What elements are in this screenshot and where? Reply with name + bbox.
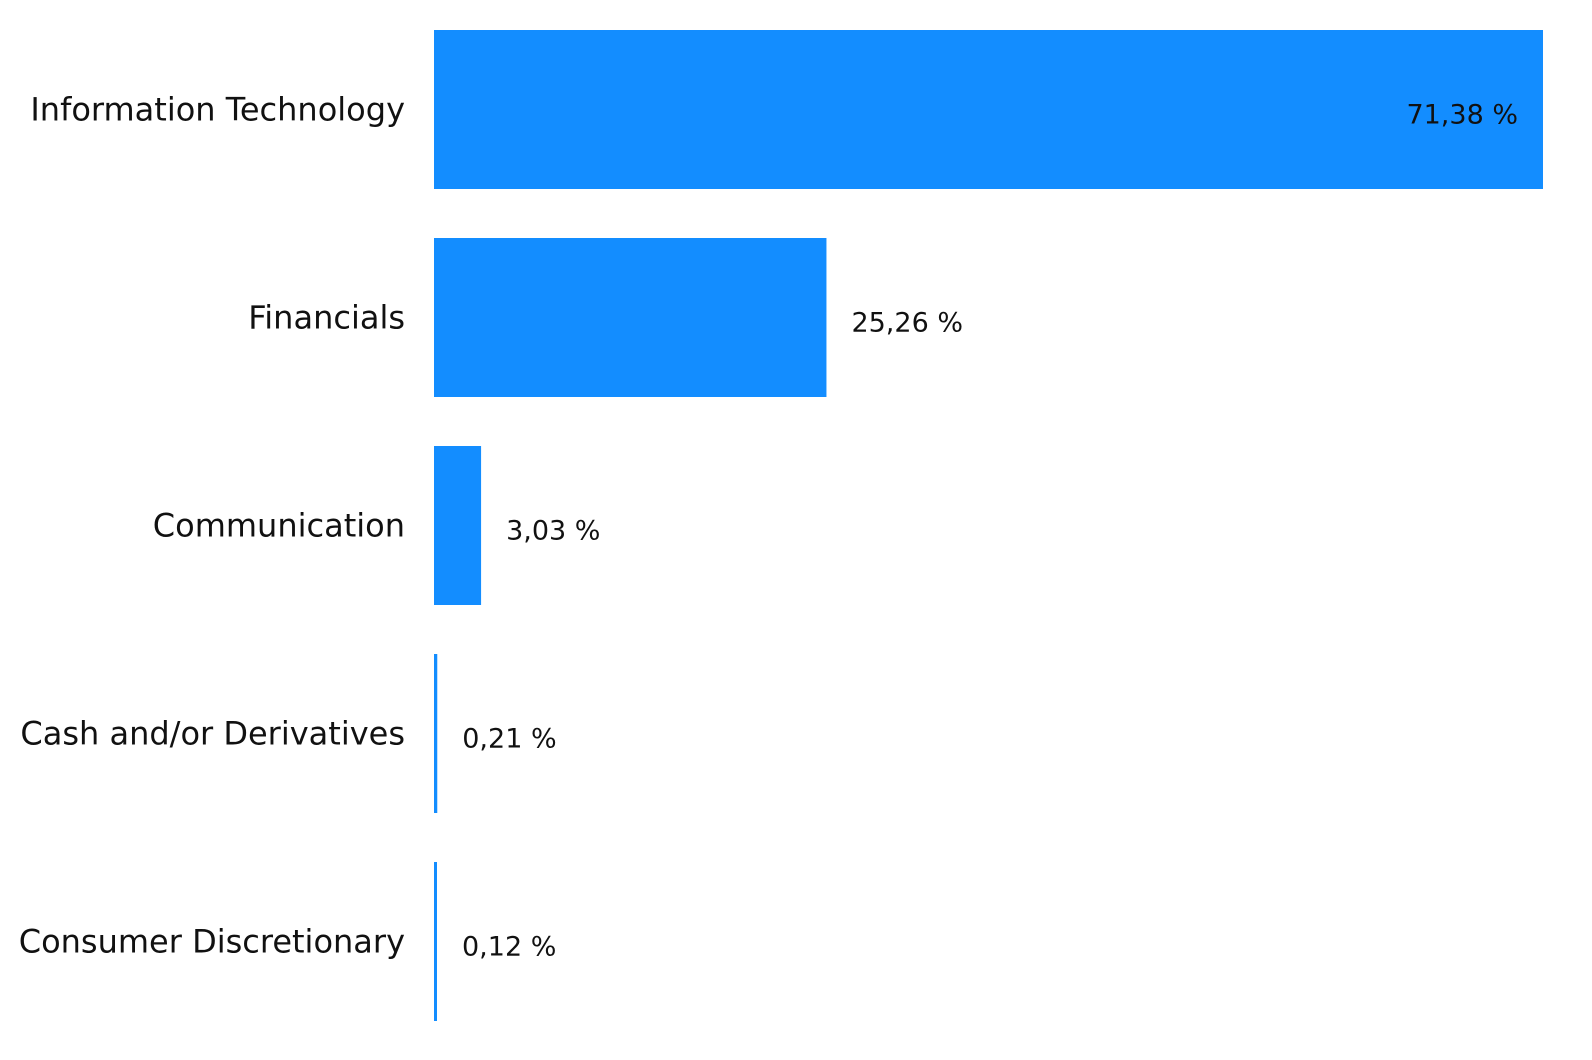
category-label: Information Technology [30, 91, 405, 129]
category-label: Communication [153, 507, 405, 545]
value-label: 3,03 % [506, 516, 600, 547]
value-label: 0,21 % [462, 724, 556, 755]
bar [434, 446, 482, 605]
bar [434, 238, 827, 397]
value-label: 71,38 % [1406, 100, 1518, 131]
bar [434, 862, 437, 1021]
bar [434, 654, 438, 813]
category-label: Financials [248, 299, 405, 337]
category-label: Cash and/or Derivatives [20, 715, 405, 753]
bar [434, 30, 1543, 189]
value-label: 0,12 % [462, 932, 556, 963]
category-label: Consumer Discretionary [19, 923, 405, 961]
value-label: 25,26 % [851, 308, 963, 339]
